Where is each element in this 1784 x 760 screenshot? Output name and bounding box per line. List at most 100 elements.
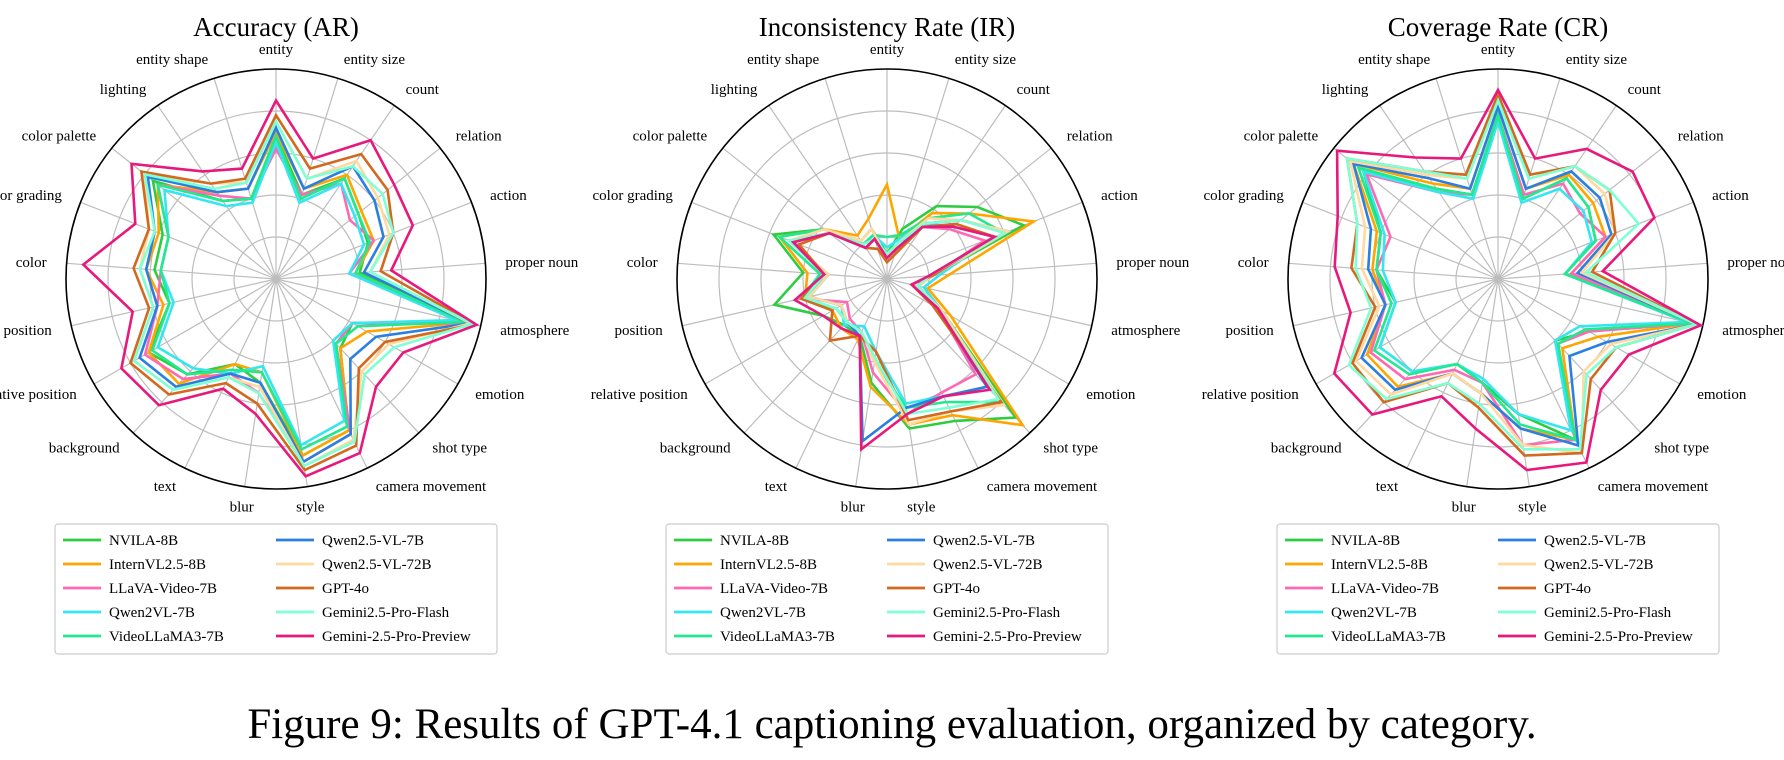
category-label: color	[1238, 255, 1269, 271]
category-label: relation	[456, 129, 502, 145]
grid-spoke	[1333, 147, 1499, 280]
grid-spoke	[722, 147, 888, 280]
category-label: proper noun	[1727, 255, 1784, 271]
category-label: count	[1017, 82, 1051, 98]
legend-label: Gemini-2.5-Pro-Preview	[933, 629, 1082, 645]
category-label: entity size	[344, 52, 406, 68]
series-gpt-4o	[1345, 90, 1701, 457]
category-label: entity shape	[1358, 52, 1430, 68]
legend: NVILA-8B InternVL2.5-8B LLaVA-Video-7B Qwen…	[665, 523, 1109, 655]
series-gpt-4o	[128, 112, 479, 472]
category-label: emotion	[1086, 387, 1136, 403]
legend: NVILA-8B InternVL2.5-8B LLaVA-Video-7B Qwen…	[54, 523, 498, 655]
grid-spoke	[704, 278, 888, 385]
series-qwen2-5-vl-7b	[1351, 102, 1701, 448]
radar-frame	[65, 68, 487, 490]
category-label: camera movement	[376, 479, 487, 495]
chart-title: Inconsistency Rate (IR)	[759, 12, 1015, 42]
radar-chart-3: Coverage Rate (CR)entity entity sizecount…	[1202, 12, 1784, 655]
legend-label: LLaVA-Video-7B	[720, 581, 828, 597]
category-label: count	[406, 82, 440, 98]
series-gemini-2-5-pro-preview	[1332, 87, 1704, 472]
grid-spoke	[743, 278, 888, 434]
radar-chart-2: Inconsistency Rate (IR)entity entity size…	[591, 12, 1190, 655]
grid-spoke	[1315, 278, 1499, 385]
category-label: color	[627, 255, 658, 271]
category-label: color grading	[593, 188, 674, 204]
figure-caption: Figure 9: Results of GPT-4.1 captioning …	[247, 701, 1537, 748]
category-label: entity	[259, 42, 294, 58]
category-label: proper noun	[1116, 255, 1189, 271]
category-label: shot type	[1654, 441, 1709, 457]
legend-label: Qwen2.5-VL-72B	[322, 557, 432, 573]
series-qwen2vl-7b	[1361, 117, 1687, 433]
category-label: entity shape	[136, 52, 208, 68]
legend-label: Gemini-2.5-Pro-Preview	[322, 629, 471, 645]
category-label: relative position	[591, 387, 689, 403]
legend-label: InternVL2.5-8B	[1331, 557, 1428, 573]
category-label: entity	[870, 42, 905, 58]
category-label: background	[49, 441, 120, 457]
grid-spoke	[111, 147, 277, 280]
legend-label: InternVL2.5-8B	[720, 557, 817, 573]
legend-label: GPT-4o	[322, 581, 369, 597]
grid-spoke	[824, 78, 888, 280]
category-label: position	[614, 323, 663, 339]
grid-spoke	[886, 278, 1031, 434]
grid-spoke	[1354, 278, 1499, 434]
category-label: relative position	[1202, 387, 1300, 403]
category-label: camera movement	[987, 479, 1098, 495]
category-label: lighting	[1322, 82, 1369, 98]
category-label: atmosphere	[500, 323, 569, 339]
grid-spoke	[80, 201, 277, 280]
grid-spoke	[1497, 278, 1530, 487]
legend-label: Gemini2.5-Pro-Flash	[1544, 605, 1672, 621]
radar-grid	[66, 69, 486, 487]
series-qwen2-5-vl-72b	[132, 118, 475, 468]
series-videollama3-7b	[150, 132, 465, 452]
grid-spoke	[886, 105, 1006, 280]
category-label: color palette	[1244, 129, 1319, 145]
category-label: proper noun	[505, 255, 578, 271]
category-label: text	[154, 479, 177, 495]
category-label: action	[490, 188, 527, 204]
series-qwen2-5-vl-72b	[1348, 96, 1701, 455]
grid-spoke	[132, 278, 277, 434]
legend-label: NVILA-8B	[720, 533, 789, 549]
grid-spoke	[677, 262, 888, 280]
category-label: atmosphere	[1722, 323, 1784, 339]
grid-spoke	[93, 278, 277, 385]
radar-frame	[1287, 68, 1709, 490]
category-label: entity shape	[747, 52, 819, 68]
grid-spoke	[886, 278, 1092, 327]
legend-label: Qwen2.5-VL-7B	[322, 533, 424, 549]
legend-label: Qwen2.5-VL-72B	[1544, 557, 1654, 573]
grid-spoke	[886, 262, 1097, 280]
category-label: lighting	[711, 82, 758, 98]
series-qwen2-5-vl-7b	[138, 124, 475, 464]
legend-label: Qwen2VL-7B	[109, 605, 195, 621]
grid-spoke	[886, 278, 979, 469]
grid-spoke	[275, 278, 368, 469]
grid-spoke	[886, 278, 919, 487]
grid-spoke	[275, 105, 395, 280]
legend-label: Qwen2.5-VL-72B	[933, 557, 1043, 573]
legend-label: Qwen2.5-VL-7B	[1544, 533, 1646, 549]
legend-label: GPT-4o	[1544, 581, 1591, 597]
category-label: action	[1712, 188, 1749, 204]
category-label: background	[1271, 441, 1342, 457]
category-label: text	[765, 479, 788, 495]
grid-spoke	[275, 278, 420, 434]
legend-label: LLaVA-Video-7B	[109, 581, 217, 597]
category-label: camera movement	[1598, 479, 1709, 495]
legend-label: VideoLLaMA3-7B	[720, 629, 835, 645]
category-label: relation	[1067, 129, 1113, 145]
series-videollama3-7b	[1356, 110, 1693, 442]
series-qwen2-5-vl-72b	[786, 216, 1012, 426]
grid-spoke	[275, 278, 481, 327]
legend-label: InternVL2.5-8B	[109, 557, 206, 573]
grid-spoke	[682, 278, 888, 327]
category-label: entity	[1481, 42, 1516, 58]
